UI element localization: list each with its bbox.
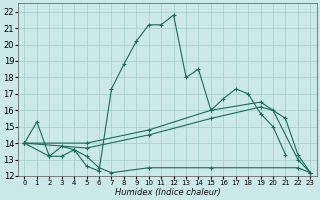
X-axis label: Humidex (Indice chaleur): Humidex (Indice chaleur) [115,188,220,197]
